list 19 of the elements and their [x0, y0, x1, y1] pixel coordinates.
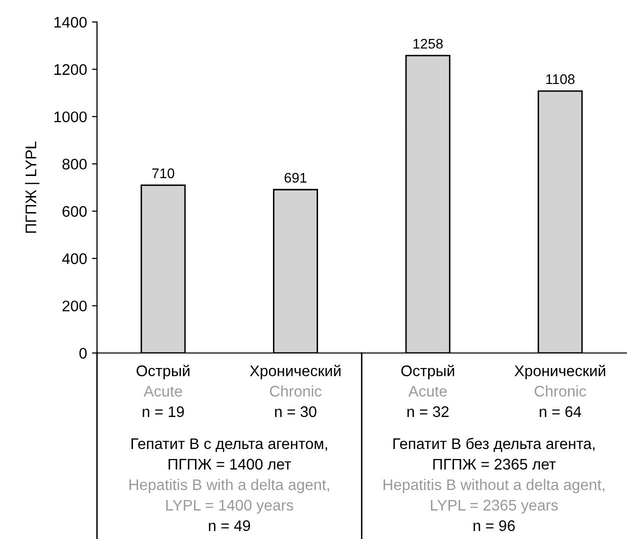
text: Гепатит B с дельта агентом, ПГПЖ = 1400 лет Hepatitis B with a delta agent, LYPL = 1400 years n = 49	[130, 438, 330, 532]
y-tick-label: 400	[62, 253, 87, 264]
data-label: 691	[284, 172, 306, 183]
data-label: 1108	[546, 74, 575, 84]
y-tick-label: 1200	[54, 64, 87, 75]
y-tick-label: 1000	[54, 111, 87, 122]
y-tick-label: 0	[79, 348, 87, 359]
y-axis-title: ПГПЖ | LYPL	[25, 141, 40, 233]
y-tick-label: 1400	[54, 16, 87, 28]
y-tick-label: 200	[62, 300, 87, 312]
y-tick-label: 800	[62, 158, 87, 170]
x-tick-label: Хронический Chronic n = 30	[250, 364, 340, 418]
x-tick-label: Острый Acute n = 32	[401, 364, 454, 418]
x-tick-label: Острый Acute n = 19	[136, 364, 190, 418]
x-tick-label: Хронический Chronic n = 64	[514, 364, 606, 418]
text: Гепатит B без дельта агента, ПГПЖ = 2365 лет Hepatitis B without a delta agent, LYPL = 2365 years n = 96	[384, 438, 604, 532]
data-label: 710	[152, 168, 174, 178]
data-label: 1258	[413, 38, 443, 49]
y-tick-label: 600	[62, 206, 87, 217]
